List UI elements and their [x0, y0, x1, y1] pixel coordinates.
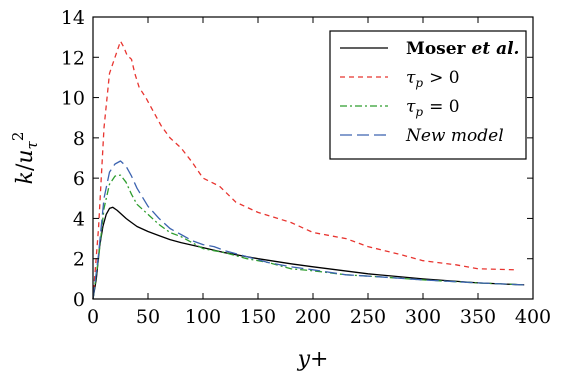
legend-tau-positive-symbol: τ: [406, 68, 416, 88]
legend-tau-zero-rel: = 0: [429, 97, 459, 117]
series-line-0: [92, 206, 525, 300]
legend-moser-name: Moser: [406, 39, 467, 59]
y-tick-label: 4: [73, 208, 85, 230]
y-tick-label: 12: [61, 47, 85, 69]
legend-label-tau-zero: τp = 0: [406, 97, 460, 119]
x-tick-label: 400: [515, 306, 551, 328]
x-tick-label: 50: [136, 306, 160, 328]
ticks-layer: 0 50 100 150 200 250 300 350 400 0 2 4 6 8 10 12 14: [61, 7, 551, 328]
y-label-sub: τ: [23, 140, 41, 149]
legend-tau-positive-sub: p: [415, 76, 423, 90]
x-tick-label: 0: [87, 306, 99, 328]
series-line-2: [92, 174, 525, 300]
legend-moser-suffix: et al.: [472, 39, 520, 59]
x-tick-label: 200: [295, 306, 331, 328]
series-layer: [92, 40, 525, 300]
y-label-k: k: [13, 171, 38, 184]
legend-tau-zero-sub: p: [415, 105, 423, 119]
y-axis-label: k/uτ2: [9, 132, 41, 185]
legend-box: [329, 30, 527, 160]
y-tick-label: 8: [73, 128, 85, 150]
legend-tau-positive-rel: > 0: [429, 68, 459, 88]
legend-tau-zero-symbol: τ: [406, 97, 416, 117]
y-tick-label: 14: [61, 7, 85, 29]
x-tick-label: 350: [460, 306, 496, 328]
x-tick-label: 150: [240, 306, 276, 328]
x-tick-label: 100: [185, 306, 221, 328]
legend-lines: [340, 47, 388, 136]
legend-label-tau-positive: τp > 0: [406, 68, 460, 90]
y-label-sup: 2: [9, 132, 27, 142]
y-tick-label: 10: [61, 88, 85, 110]
y-label-u: u: [13, 149, 38, 163]
series-line-3: [92, 160, 525, 300]
y-tick-label: 2: [73, 249, 85, 271]
x-tick-label: 300: [405, 306, 441, 328]
x-axis-label: y+: [297, 347, 329, 372]
y-label-slash: /: [13, 163, 38, 171]
legend-label-moser: Moser et al.: [406, 39, 519, 59]
legend-label-new-model: New model: [405, 126, 504, 146]
y-tick-label: 6: [73, 168, 85, 190]
x-tick-label: 250: [350, 306, 386, 328]
legend: Moser et al. τp > 0 τp = 0 New model: [329, 30, 527, 160]
y-tick-label: 0: [73, 289, 85, 311]
